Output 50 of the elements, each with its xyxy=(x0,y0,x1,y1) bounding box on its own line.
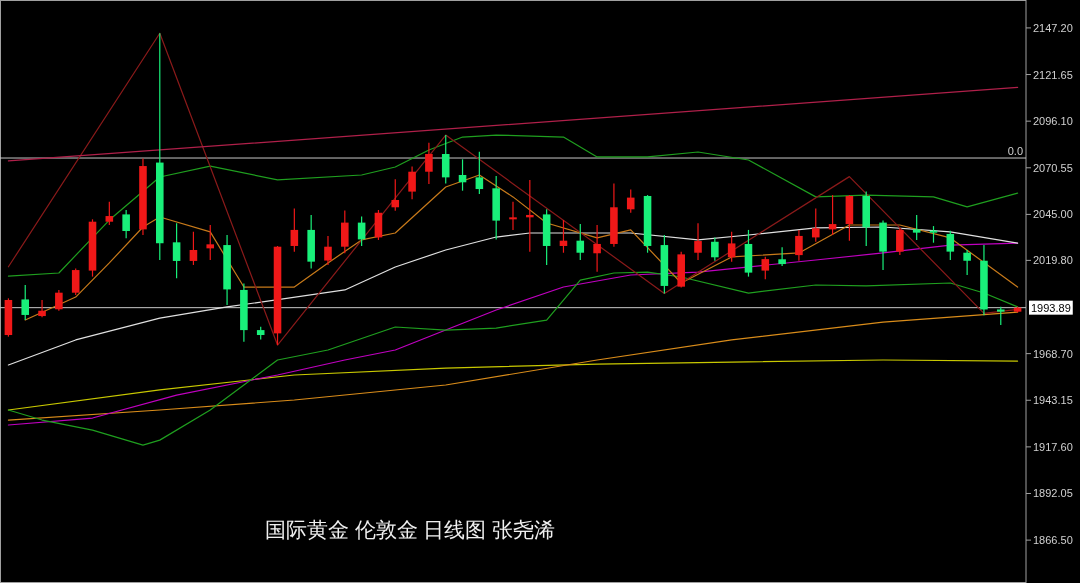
candlestick xyxy=(761,256,770,280)
y-tick-label: 2070.55 xyxy=(1033,161,1073,174)
candlestick xyxy=(425,142,433,185)
candlestick xyxy=(71,267,80,296)
candlestick xyxy=(122,209,130,239)
candlestick xyxy=(172,222,181,279)
candlestick xyxy=(105,201,114,226)
candlestick xyxy=(996,306,1005,326)
candlestick xyxy=(38,299,46,318)
y-tick-label: 2096.10 xyxy=(1033,115,1073,128)
line-series xyxy=(7,359,1019,411)
candlestick xyxy=(795,229,803,262)
candlestick xyxy=(475,151,484,195)
candlestick xyxy=(189,231,198,266)
y-tick-label: 1866.50 xyxy=(1033,534,1073,547)
line-series xyxy=(7,226,1019,366)
candlestick xyxy=(509,201,517,231)
y-tick-label: 1917.60 xyxy=(1033,440,1073,453)
candlestick xyxy=(391,178,400,212)
y-tick-label: 2019.80 xyxy=(1033,254,1073,267)
candlestick xyxy=(896,227,904,256)
y-tick-label: 1943.15 xyxy=(1033,394,1073,407)
candlestick xyxy=(408,166,416,200)
candlestick xyxy=(324,235,332,266)
candlestick xyxy=(290,207,299,253)
candlestick xyxy=(811,207,820,243)
candlestick xyxy=(778,246,786,267)
candlestick xyxy=(441,134,450,184)
y-tick-label: 2147.20 xyxy=(1033,21,1073,34)
candlestick xyxy=(946,230,955,261)
candlestick xyxy=(21,284,30,321)
y-tick-label: 2121.65 xyxy=(1033,68,1073,81)
candlestick xyxy=(694,222,702,261)
candlestick xyxy=(593,224,601,273)
text: 国际黄金 伦敦金 日线图 张尧浠 xyxy=(264,518,556,541)
line-series xyxy=(7,311,1019,421)
line-series xyxy=(7,271,1019,446)
line-series xyxy=(24,174,1019,321)
candlestick xyxy=(711,236,719,262)
candlestick xyxy=(626,188,635,214)
candlestick xyxy=(963,249,971,276)
candlestick xyxy=(206,224,215,261)
y-tick-label: 2045.00 xyxy=(1033,208,1073,221)
candlestick xyxy=(55,289,63,312)
annotation: 0.0 xyxy=(1007,145,1023,158)
y-tick-label: 1892.05 xyxy=(1033,487,1073,500)
candlestick xyxy=(727,231,736,263)
candlestick xyxy=(576,223,585,261)
y-tick-label: 1968.70 xyxy=(1033,347,1073,360)
candlestick xyxy=(912,214,921,241)
